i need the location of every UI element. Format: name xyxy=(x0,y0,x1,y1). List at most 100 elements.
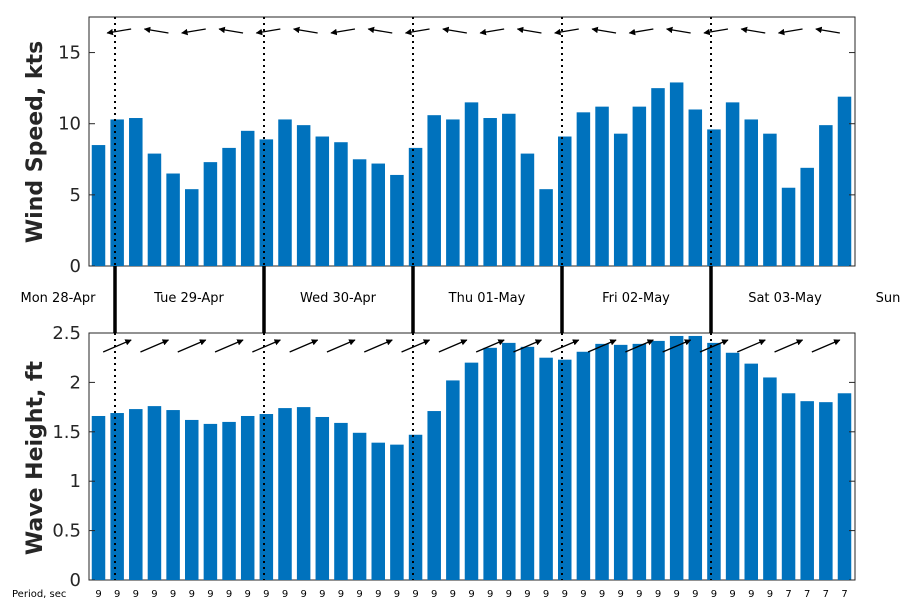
day-label: Tue 29-Apr xyxy=(153,291,224,306)
period-value: 9 xyxy=(207,589,213,600)
wave-direction-arrow xyxy=(252,339,281,353)
wave-bar xyxy=(576,351,591,580)
wave-y-tick-label: 0.5 xyxy=(52,521,81,542)
wave-bar xyxy=(819,402,833,580)
wave-direction-arrow xyxy=(513,339,543,353)
wave-bar xyxy=(240,415,255,580)
wave-bar xyxy=(352,432,367,580)
wind-bar xyxy=(91,145,106,266)
wind-bar xyxy=(334,142,348,266)
day-label: Sat 03-May xyxy=(748,291,822,306)
wave-direction-arrow xyxy=(774,339,804,353)
wave-direction-arrow xyxy=(811,339,841,353)
wave-bar xyxy=(185,419,199,580)
wind-direction-arrow xyxy=(442,26,467,34)
period-value: 9 xyxy=(543,589,549,600)
wave-direction-arrow xyxy=(550,339,580,353)
wave-y-tick-label: 0 xyxy=(70,570,81,591)
wave-bar xyxy=(520,346,535,580)
wave-bar xyxy=(651,340,665,580)
wave-y-tick-label: 1 xyxy=(70,471,81,492)
period-value: 9 xyxy=(133,589,139,600)
wave-direction-arrow xyxy=(177,339,207,353)
period-value: 7 xyxy=(823,589,829,600)
wind-bar xyxy=(819,125,833,266)
period-value: 9 xyxy=(599,589,605,600)
period-value: 9 xyxy=(729,589,735,600)
wind-bar xyxy=(632,106,647,266)
wave-bar xyxy=(464,362,479,580)
wave-direction-arrow xyxy=(475,339,505,353)
wave-bar xyxy=(166,410,180,580)
wind-y-tick-label: 15 xyxy=(58,43,81,64)
wave-bar xyxy=(539,357,553,580)
wind-direction-arrow xyxy=(293,26,318,34)
period-value: 9 xyxy=(114,589,120,600)
period-value: 9 xyxy=(356,589,362,600)
wave-direction-arrow xyxy=(102,339,132,353)
period-value: 9 xyxy=(412,589,418,600)
wind-bar xyxy=(222,147,236,266)
wind-direction-arrow xyxy=(740,26,766,34)
wind-direction-arrow xyxy=(591,26,617,34)
wave-direction-arrow xyxy=(736,339,766,353)
period-value: 9 xyxy=(487,589,493,600)
period-value: 9 xyxy=(431,589,437,600)
period-value: 9 xyxy=(226,589,232,600)
wave-direction-arrow xyxy=(214,339,244,353)
wave-direction-arrow xyxy=(662,339,692,353)
wave-bar xyxy=(707,342,721,580)
wind-bar xyxy=(800,167,814,266)
period-value: 9 xyxy=(562,589,568,600)
wave-y-tick-label: 2 xyxy=(70,372,81,393)
wave-bar xyxy=(110,413,124,580)
wind-bar xyxy=(147,153,162,266)
period-value: 9 xyxy=(170,589,176,600)
period-value: 9 xyxy=(338,589,344,600)
day-label: Sun xyxy=(876,291,900,306)
wind-bar xyxy=(520,153,535,266)
wind-bar xyxy=(110,119,124,266)
wave-y-tick-label: 1.5 xyxy=(52,422,81,443)
period-value: 7 xyxy=(841,589,847,600)
wind-bar xyxy=(446,119,460,266)
period-value: 9 xyxy=(655,589,661,600)
period-value: 9 xyxy=(711,589,717,600)
wave-bar xyxy=(558,359,572,580)
period-value: 9 xyxy=(263,589,269,600)
wind-bar xyxy=(539,189,553,266)
wind-speed-chart: 0 5 10 15 xyxy=(58,16,856,277)
wave-bar xyxy=(502,342,516,580)
wave-bar xyxy=(222,421,236,580)
period-value: 9 xyxy=(245,589,251,600)
wave-direction-arrow xyxy=(401,339,431,353)
wind-bar xyxy=(576,112,591,266)
wave-bar xyxy=(669,335,684,580)
wind-bar xyxy=(390,174,404,266)
wind-direction-arrow xyxy=(628,28,654,36)
wave-bar xyxy=(203,423,218,580)
wave-direction-arrow xyxy=(438,339,468,353)
day-label: Mon 28-Apr xyxy=(21,291,97,306)
period-value: 9 xyxy=(524,589,530,600)
wind-bar xyxy=(651,88,665,266)
period-value: 9 xyxy=(450,589,456,600)
period-value: 9 xyxy=(468,589,474,600)
wave-bar xyxy=(296,407,311,580)
day-label: Fri 02-May xyxy=(602,291,670,306)
period-value: 9 xyxy=(300,589,306,600)
wind-bar xyxy=(483,118,497,267)
period-value: 9 xyxy=(282,589,288,600)
wind-bar xyxy=(558,136,572,266)
wave-bar xyxy=(147,406,162,580)
period-axis-label: Period, sec xyxy=(12,589,66,600)
wind-bar xyxy=(688,109,703,267)
period-value: 9 xyxy=(506,589,512,600)
wind-bar xyxy=(185,189,199,266)
wind-bar xyxy=(502,113,516,266)
wave-bar xyxy=(483,347,497,580)
period-value: 9 xyxy=(673,589,679,600)
wind-direction-arrow xyxy=(143,26,169,34)
wind-direction-arrow xyxy=(330,28,356,36)
wave-direction-arrow xyxy=(289,339,319,353)
